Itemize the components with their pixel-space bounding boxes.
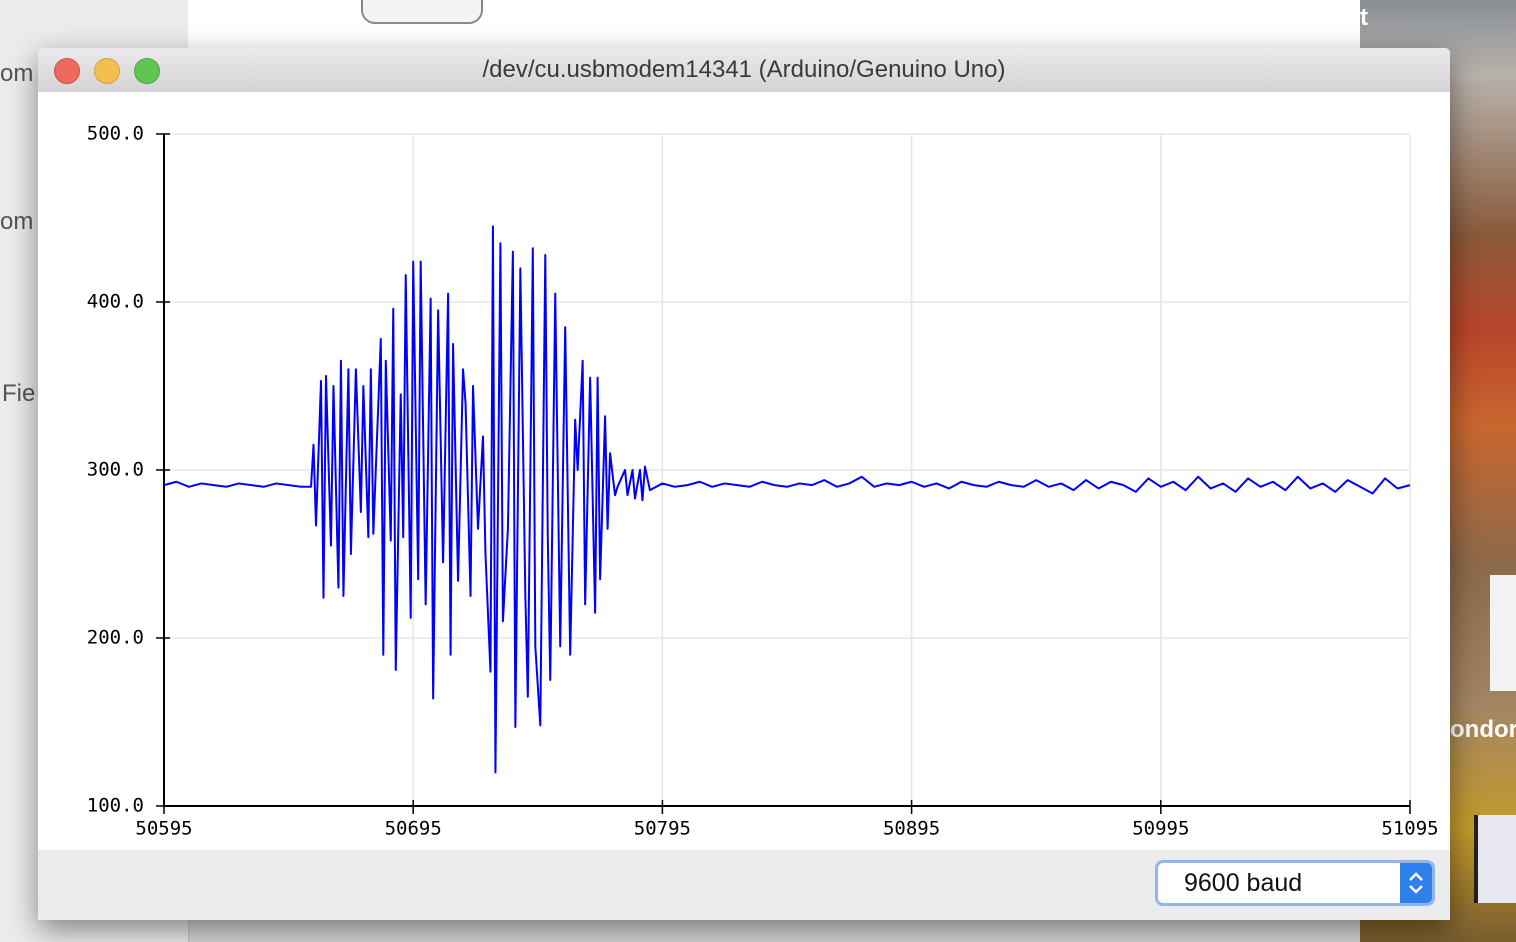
background-text: om bbox=[0, 208, 34, 235]
arrows-icon bbox=[1409, 872, 1423, 894]
y-tick-label: 300.0 bbox=[87, 459, 144, 481]
y-tick-label: 500.0 bbox=[87, 123, 144, 145]
background-text: om bbox=[0, 60, 34, 87]
x-tick-label: 50695 bbox=[385, 818, 442, 840]
toggle-icon bbox=[361, 0, 483, 24]
background-text: Fie bbox=[2, 380, 36, 407]
title-bar: /dev/cu.usbmodem14341 (Arduino/Genuino U… bbox=[38, 48, 1450, 93]
background-text: t bbox=[1360, 4, 1368, 31]
x-tick-label: 50895 bbox=[883, 818, 940, 840]
data-line bbox=[163, 225, 1411, 774]
background-thumbnail bbox=[1474, 815, 1516, 903]
minimize-button[interactable] bbox=[94, 58, 120, 84]
x-tick-label: 50995 bbox=[1132, 818, 1189, 840]
x-tick-label: 50795 bbox=[634, 818, 691, 840]
x-tick-label: 50595 bbox=[135, 818, 192, 840]
y-tick-label: 400.0 bbox=[87, 291, 144, 313]
plot-background bbox=[38, 92, 1450, 850]
y-tick-label: 200.0 bbox=[87, 627, 144, 649]
close-button[interactable] bbox=[54, 58, 80, 84]
baud-select[interactable]: 9600 baud bbox=[1157, 862, 1433, 904]
chart: 100.0 200.0 300.0 400.0 500.0 50595 50695 50795… bbox=[38, 92, 1450, 850]
window-title: /dev/cu.usbmodem14341 (Arduino/Genuino U… bbox=[482, 56, 1006, 83]
background-text: ondor bbox=[1450, 716, 1516, 743]
background-icon bbox=[1490, 575, 1516, 691]
x-tick-label: 51095 bbox=[1381, 818, 1438, 840]
y-tick-label: 100.0 bbox=[87, 795, 144, 817]
zoom-button[interactable] bbox=[134, 58, 160, 84]
plotter-window: /dev/cu.usbmodem14341 (Arduino/Genuino U… bbox=[38, 48, 1450, 920]
background-window bbox=[188, 0, 1360, 48]
baud-select-text: 9600 baud bbox=[1184, 869, 1303, 897]
select-arrows[interactable] bbox=[1400, 863, 1432, 903]
